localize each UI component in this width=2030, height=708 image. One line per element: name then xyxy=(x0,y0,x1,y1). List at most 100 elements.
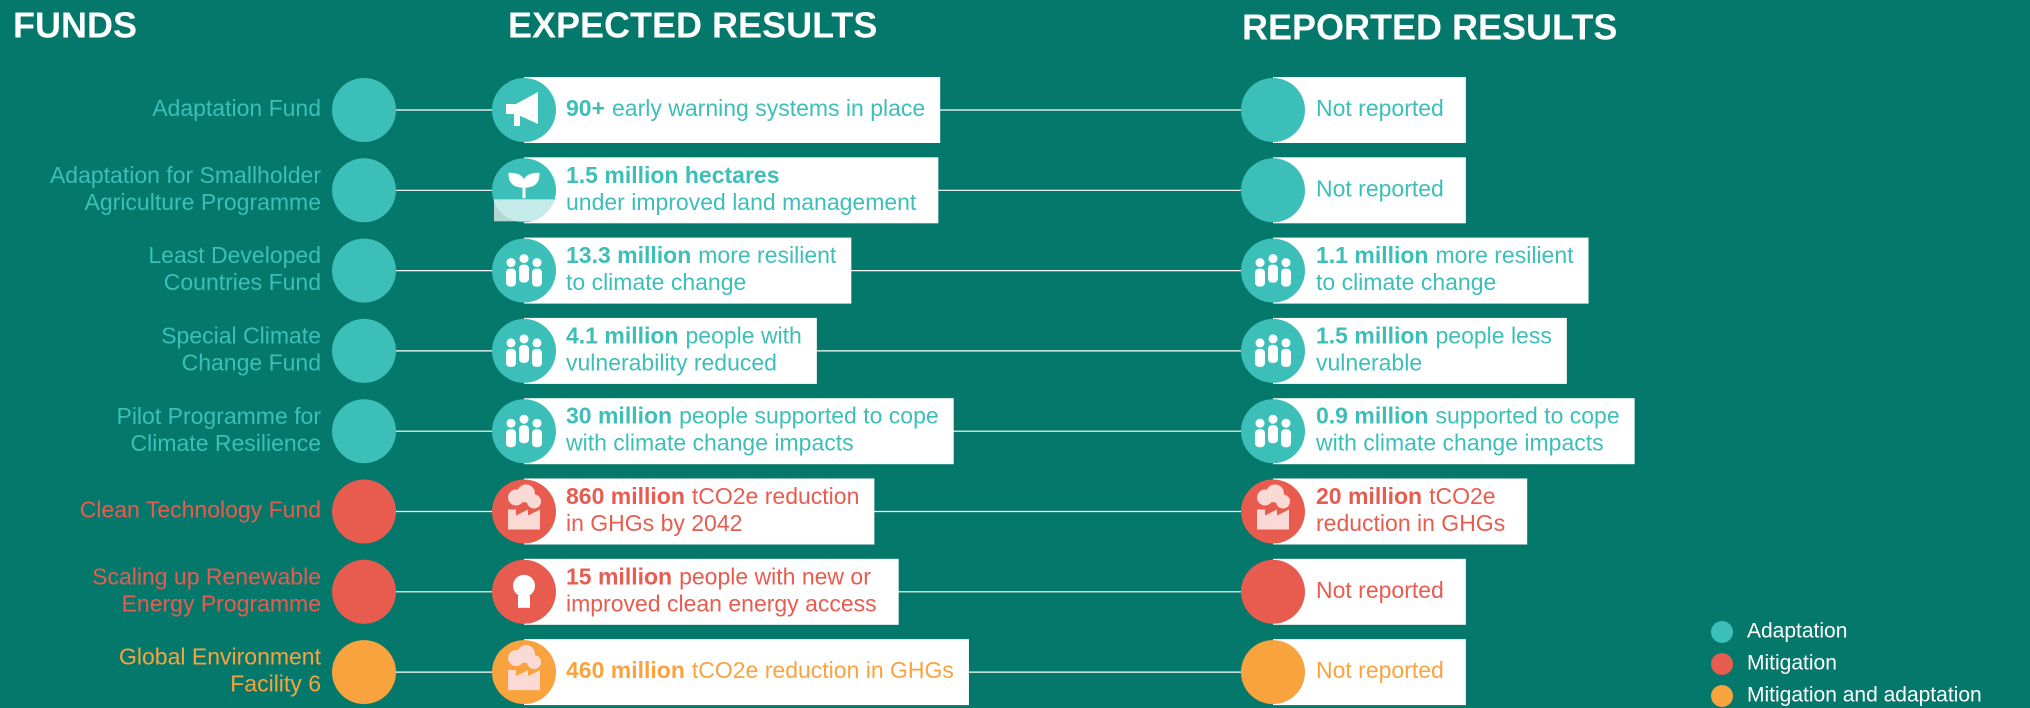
result-text: 13.3 million more resilient xyxy=(566,242,837,268)
result-label: supported to cope xyxy=(1435,403,1619,429)
legend-dot xyxy=(1711,685,1733,707)
icon-part xyxy=(1268,264,1278,283)
result-highlight: 90+ xyxy=(566,95,605,121)
legend-label: Mitigation xyxy=(1747,652,1837,675)
result-highlight: 20 million xyxy=(1316,483,1422,509)
result-box xyxy=(524,398,954,465)
fund-name: Facility 6 xyxy=(230,671,321,697)
icon-part xyxy=(506,258,516,268)
result-label: more resilient xyxy=(698,242,837,268)
result-label: Not reported xyxy=(1316,657,1444,683)
result-text: 1.5 million hectares xyxy=(566,162,779,188)
result-label: under improved land management xyxy=(566,189,917,215)
result-label: improved clean energy access xyxy=(566,590,877,616)
icon-part xyxy=(1255,258,1265,268)
result-label: Not reported xyxy=(1316,577,1444,603)
fund-name: Countries Fund xyxy=(164,269,321,295)
reported-result: 1.5 million people less vulnerable xyxy=(1241,317,1567,384)
fund-name: Change Fund xyxy=(182,349,321,375)
icon-part xyxy=(508,509,516,530)
fund-name: Agriculture Programme xyxy=(85,189,321,215)
icon-part xyxy=(513,574,535,597)
icon-part xyxy=(519,264,529,283)
expected-result: 460 million tCO2e reduction in GHGs xyxy=(492,639,969,706)
fund-name: Energy Programme xyxy=(122,590,321,616)
legend-label: Mitigation and adaptation xyxy=(1747,684,1982,707)
icon-part xyxy=(1281,338,1291,348)
result-icon-circle xyxy=(1241,640,1305,705)
result-label: with climate change impacts xyxy=(1315,430,1604,456)
result-highlight: 1.5 million xyxy=(1316,322,1428,348)
result-text: improved clean energy access xyxy=(566,590,877,616)
result-highlight: 1.5 million hectares xyxy=(566,162,779,188)
icon-part xyxy=(1255,429,1265,448)
result-text: Not reported xyxy=(1316,577,1444,603)
fund-name: Least Developed xyxy=(148,242,321,268)
result-box xyxy=(1273,558,1466,625)
icon-part xyxy=(506,268,516,287)
result-text: Not reported xyxy=(1316,95,1444,121)
fund-dot xyxy=(332,399,396,464)
result-label: tCO2e reduction xyxy=(692,483,859,509)
icon-part xyxy=(494,199,554,222)
result-box xyxy=(1273,398,1635,465)
result-text: 20 million tCO2e xyxy=(1316,483,1496,509)
result-label: people less xyxy=(1435,322,1551,348)
result-highlight: 4.1 million xyxy=(566,322,678,348)
result-label: tCO2e reduction in GHGs xyxy=(692,657,954,683)
reported-result: Not reported xyxy=(1241,639,1466,706)
result-box xyxy=(524,558,899,625)
fund-dot xyxy=(332,318,396,383)
icon-part xyxy=(1268,344,1278,363)
header-expected: EXPECTED RESULTS xyxy=(508,5,877,46)
icon-part xyxy=(1281,348,1291,367)
legend-label: Adaptation xyxy=(1747,620,1847,643)
icon-part xyxy=(532,258,542,268)
result-box xyxy=(524,317,817,384)
result-highlight: 860 million xyxy=(566,483,685,509)
result-box xyxy=(524,478,875,545)
fund-dot xyxy=(332,559,396,624)
fund-name: Pilot Programme for xyxy=(116,403,321,429)
result-text: in GHGs by 2042 xyxy=(566,510,742,536)
icon-part xyxy=(1281,429,1291,448)
reported-result: Not reported xyxy=(1241,77,1466,143)
reported-result: Not reported xyxy=(1241,558,1466,625)
result-box xyxy=(524,157,939,224)
result-icon-circle xyxy=(1241,78,1305,142)
icon-part xyxy=(1255,268,1265,287)
result-text: to climate change xyxy=(566,269,746,295)
result-label: people supported to cope xyxy=(679,403,939,429)
header-funds: FUNDS xyxy=(13,5,137,46)
icon-part xyxy=(1268,414,1278,424)
icon-part xyxy=(532,429,542,448)
fund-dot xyxy=(332,238,396,303)
icon-part xyxy=(516,509,540,530)
result-highlight: 460 million xyxy=(566,657,685,683)
result-label: to climate change xyxy=(566,269,746,295)
result-highlight: 13.3 million xyxy=(566,242,691,268)
result-text: vulnerable xyxy=(1316,349,1422,375)
result-text: 4.1 million people with xyxy=(566,322,802,348)
result-highlight: 0.9 million xyxy=(1316,403,1428,429)
result-label: Not reported xyxy=(1316,95,1444,121)
fund-name: Scaling up Renewable xyxy=(92,563,321,589)
result-label: with climate change impacts xyxy=(565,430,854,456)
fund-name: Global Environment xyxy=(119,644,322,670)
result-box xyxy=(1273,317,1567,384)
icon-part xyxy=(1281,258,1291,268)
result-text: 1.1 million more resilient xyxy=(1316,242,1574,268)
result-box xyxy=(1273,478,1528,545)
icon-part xyxy=(1265,509,1289,530)
icon-part xyxy=(518,595,530,608)
result-text: reduction in GHGs xyxy=(1316,510,1505,536)
icon-part xyxy=(506,92,538,124)
result-label: reduction in GHGs xyxy=(1316,510,1505,536)
icon-part xyxy=(516,670,540,691)
icon-part xyxy=(519,254,529,264)
